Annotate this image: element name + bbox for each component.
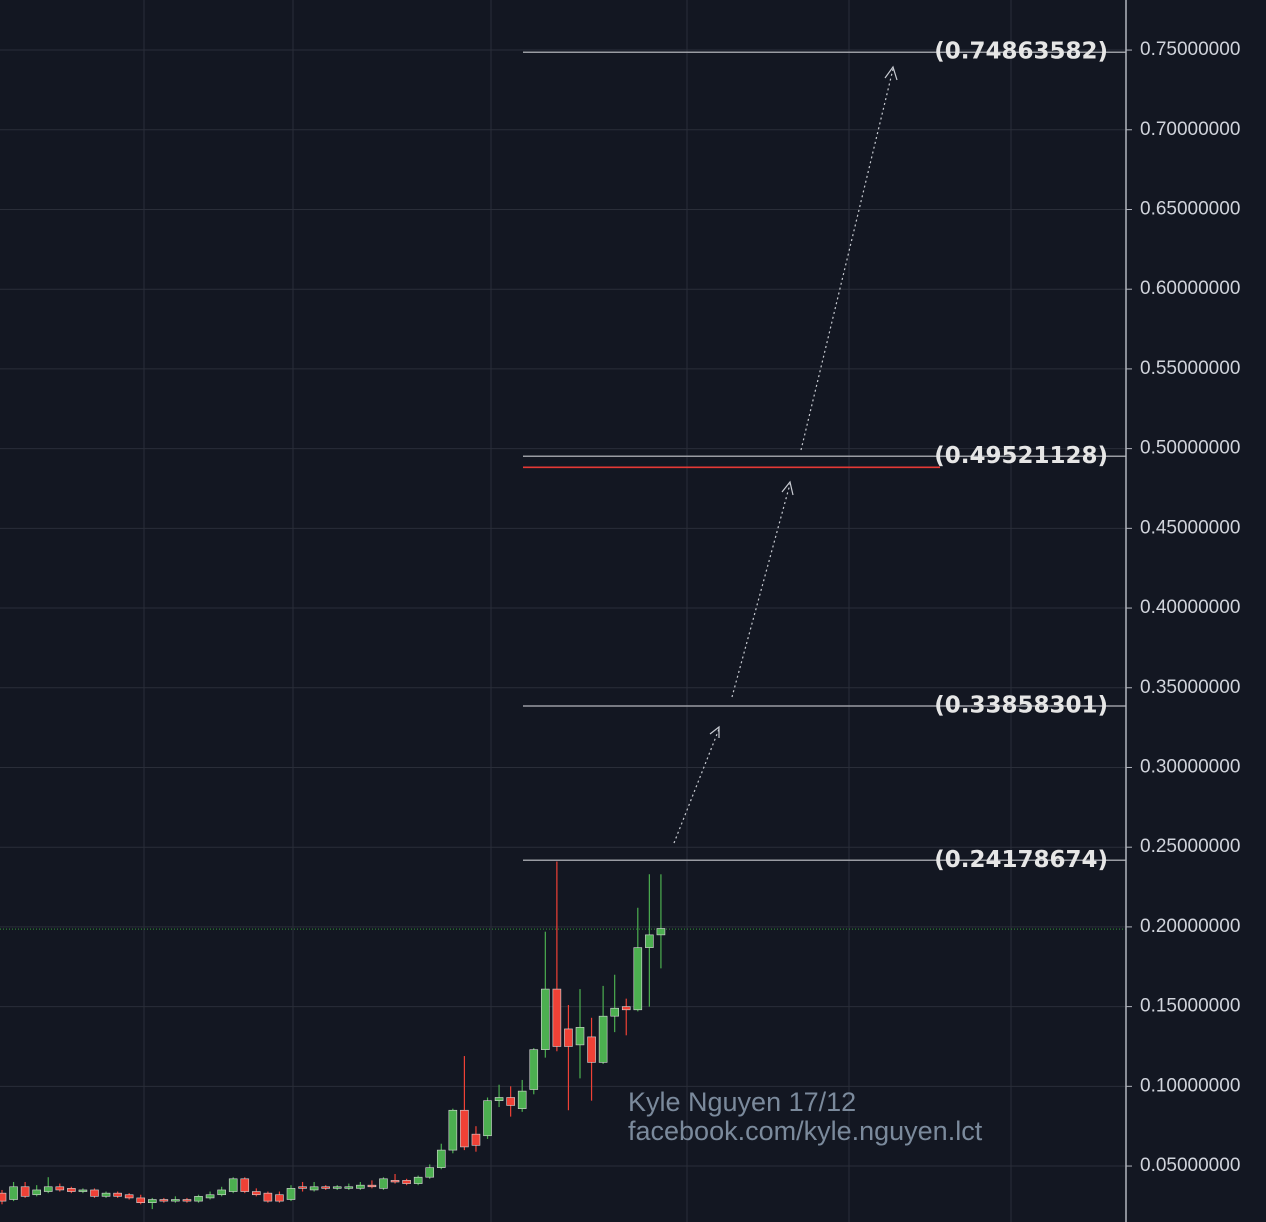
y-tick-label: 0.10000000 xyxy=(1140,1075,1240,1096)
y-tick-label: 0.50000000 xyxy=(1140,438,1240,459)
candle-body xyxy=(356,1184,365,1189)
candle-body xyxy=(101,1192,111,1197)
y-tick-label: 0.25000000 xyxy=(1140,836,1240,857)
candle-body xyxy=(0,1192,7,1202)
candle-body xyxy=(552,988,562,1047)
candle-body xyxy=(344,1186,354,1189)
candle-body xyxy=(541,988,550,1050)
level-label: (0.33858301) xyxy=(934,692,1108,718)
candle-body xyxy=(298,1186,307,1189)
candle-body xyxy=(575,1027,585,1046)
candle-body xyxy=(20,1186,30,1197)
arrow-head xyxy=(709,725,720,738)
candle-body xyxy=(448,1109,458,1151)
arrow xyxy=(731,483,791,698)
arrow xyxy=(673,728,720,844)
candle-body xyxy=(286,1188,296,1200)
arrow-head xyxy=(884,65,898,81)
y-tick-label: 0.75000000 xyxy=(1140,39,1240,60)
candle-body xyxy=(656,928,666,936)
candle-body xyxy=(367,1184,377,1188)
level-label: (0.49521128) xyxy=(934,443,1108,469)
candle-body xyxy=(332,1186,342,1189)
candle-body xyxy=(645,934,654,948)
candle-body xyxy=(252,1191,261,1196)
candle-body xyxy=(564,1028,573,1047)
y-tick-label: 0.20000000 xyxy=(1140,916,1240,937)
candle-body xyxy=(471,1133,481,1146)
candle-body xyxy=(460,1109,469,1148)
candle-body xyxy=(494,1097,504,1101)
y-tick-label: 0.05000000 xyxy=(1140,1155,1240,1176)
candle-body xyxy=(483,1100,492,1137)
candle-body xyxy=(390,1180,400,1183)
candle-body xyxy=(633,947,643,1011)
candle-body xyxy=(610,1007,619,1017)
candle-body xyxy=(9,1186,18,1200)
y-tick-label: 0.15000000 xyxy=(1140,996,1240,1017)
y-tick-label: 0.55000000 xyxy=(1140,358,1240,379)
candle-body xyxy=(205,1194,215,1199)
grid xyxy=(0,49,1126,1167)
candle-body xyxy=(425,1167,435,1178)
level-label: (0.74863582) xyxy=(934,39,1108,65)
candle-body xyxy=(217,1189,226,1196)
candle-body xyxy=(529,1049,539,1090)
candle-body xyxy=(124,1194,134,1199)
candle-body xyxy=(587,1036,596,1063)
candle-body xyxy=(240,1178,250,1192)
candle-body xyxy=(275,1194,284,1202)
candle-body xyxy=(379,1178,388,1189)
candle-body xyxy=(55,1186,65,1191)
candle-body xyxy=(147,1199,157,1204)
y-tick-label: 0.65000000 xyxy=(1140,199,1240,220)
candle-body xyxy=(113,1192,122,1197)
candle-body xyxy=(136,1197,146,1204)
candle-body xyxy=(182,1199,192,1202)
candle-body xyxy=(228,1178,238,1192)
candle-body xyxy=(43,1186,53,1192)
candle-body xyxy=(436,1149,446,1168)
candle-body xyxy=(194,1196,203,1202)
arrow xyxy=(800,68,894,451)
watermark: Kyle Nguyen 17/12 xyxy=(628,1087,856,1117)
y-tick-label: 0.40000000 xyxy=(1140,597,1240,618)
candle-body xyxy=(321,1186,330,1189)
level-label: (0.24178674) xyxy=(934,847,1108,873)
candle-body xyxy=(621,1006,631,1011)
y-axis: 0.05000000 0.10000000 0.15000000 0.20000000… xyxy=(1126,39,1240,1176)
y-tick-label: 0.35000000 xyxy=(1140,677,1240,698)
arrow-head xyxy=(781,480,794,496)
y-tick-label: 0.70000000 xyxy=(1140,119,1240,140)
candle-body xyxy=(67,1188,76,1192)
candle-body xyxy=(506,1097,515,1106)
candle-body xyxy=(309,1186,319,1191)
candle-body xyxy=(598,1015,608,1063)
candle-body xyxy=(517,1090,527,1109)
candle-body xyxy=(171,1199,180,1202)
arrows xyxy=(673,65,898,844)
candle-body xyxy=(32,1189,41,1196)
candle-body xyxy=(90,1189,99,1197)
candle-body xyxy=(78,1189,88,1192)
y-tick-label: 0.60000000 xyxy=(1140,278,1240,299)
candle-body xyxy=(263,1192,273,1202)
vertical-grid xyxy=(143,0,1012,1222)
watermark: facebook.com/kyle.nguyen.lct xyxy=(628,1116,983,1146)
y-tick-label: 0.45000000 xyxy=(1140,517,1240,538)
y-tick-label: 0.30000000 xyxy=(1140,756,1240,777)
plot: (0.74863582) (0.49521128) (0.33858301) (0.2… xyxy=(0,39,1126,1210)
candle-body xyxy=(159,1199,169,1202)
candle-body xyxy=(413,1176,423,1184)
candle-body xyxy=(402,1180,411,1184)
